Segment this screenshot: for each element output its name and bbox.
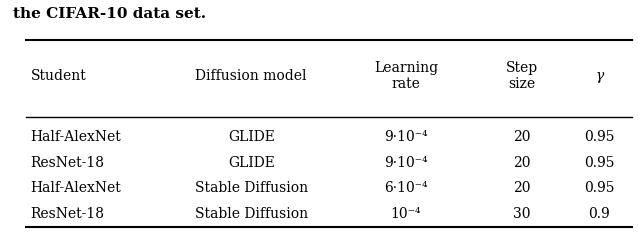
Text: Stable Diffusion: Stable Diffusion: [195, 207, 308, 221]
Text: 0.9: 0.9: [588, 207, 611, 221]
Text: GLIDE: GLIDE: [228, 156, 274, 170]
Text: 20: 20: [513, 181, 531, 195]
Text: 6·10⁻⁴: 6·10⁻⁴: [384, 181, 427, 195]
Text: 10⁻⁴: 10⁻⁴: [390, 207, 421, 221]
Text: Learning
rate: Learning rate: [374, 61, 438, 91]
Text: Step
size: Step size: [506, 61, 538, 91]
Text: 0.95: 0.95: [584, 156, 614, 170]
Text: GLIDE: GLIDE: [228, 130, 274, 144]
Text: Stable Diffusion: Stable Diffusion: [195, 181, 308, 195]
Text: ResNet-18: ResNet-18: [31, 156, 105, 170]
Text: 9·10⁻⁴: 9·10⁻⁴: [384, 130, 427, 144]
Text: 0.95: 0.95: [584, 181, 614, 195]
Text: γ: γ: [595, 69, 604, 83]
Text: 20: 20: [513, 130, 531, 144]
Text: Student: Student: [31, 69, 86, 83]
Text: 0.95: 0.95: [584, 130, 614, 144]
Text: the CIFAR-10 data set.: the CIFAR-10 data set.: [13, 7, 206, 21]
Text: 20: 20: [513, 156, 531, 170]
Text: ResNet-18: ResNet-18: [31, 207, 105, 221]
Text: Half-AlexNet: Half-AlexNet: [31, 130, 121, 144]
Text: Half-AlexNet: Half-AlexNet: [31, 181, 121, 195]
Text: Diffusion model: Diffusion model: [195, 69, 307, 83]
Text: 30: 30: [513, 207, 531, 221]
Text: 9·10⁻⁴: 9·10⁻⁴: [384, 156, 427, 170]
